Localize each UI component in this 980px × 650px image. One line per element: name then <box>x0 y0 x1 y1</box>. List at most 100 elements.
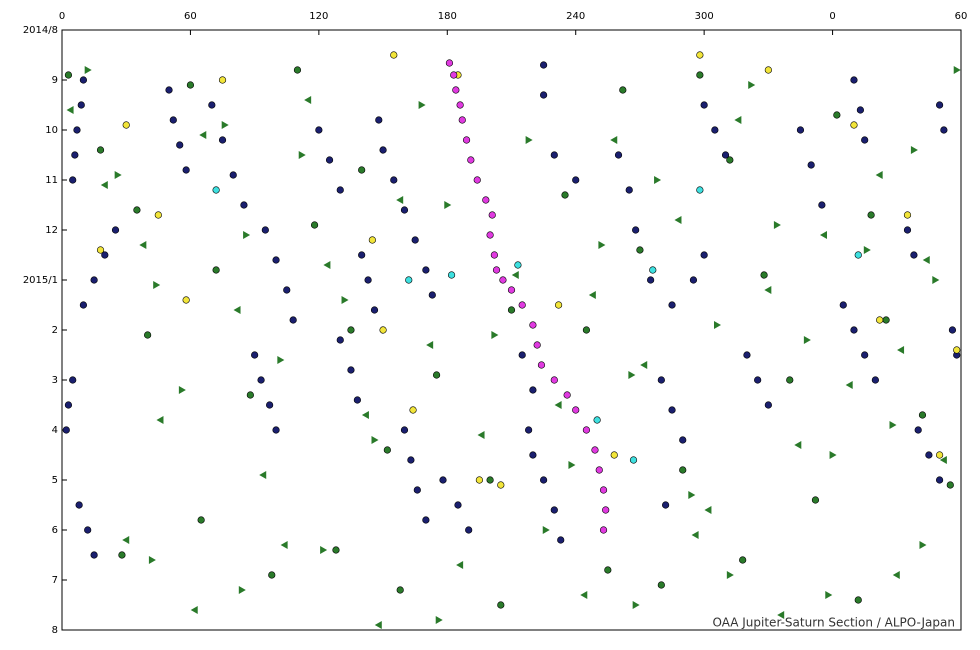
x-tick-label: 240 <box>566 11 585 22</box>
point <box>529 321 537 329</box>
point <box>62 426 70 434</box>
point <box>218 136 227 144</box>
point <box>75 501 83 509</box>
point <box>413 486 421 494</box>
point <box>229 171 237 179</box>
point <box>432 371 441 379</box>
point <box>153 281 161 289</box>
point <box>935 101 944 109</box>
point <box>257 376 265 384</box>
point <box>696 51 704 59</box>
point <box>935 451 944 459</box>
point <box>156 416 164 424</box>
point <box>139 241 147 249</box>
point <box>525 136 533 144</box>
point <box>422 266 430 274</box>
y-tick-label: 10 <box>45 125 58 136</box>
point <box>251 351 259 359</box>
point <box>64 401 73 409</box>
point <box>492 266 501 274</box>
point <box>118 551 126 559</box>
point <box>871 376 879 384</box>
point <box>953 66 961 74</box>
point <box>764 401 772 409</box>
point <box>668 301 676 309</box>
point <box>856 106 864 114</box>
point <box>632 601 640 609</box>
point <box>850 76 858 84</box>
point <box>240 201 248 209</box>
point <box>499 276 507 284</box>
point <box>572 176 580 184</box>
point <box>454 501 462 509</box>
point <box>390 51 398 59</box>
point <box>458 116 466 124</box>
point <box>554 401 562 409</box>
point <box>914 426 922 434</box>
point <box>568 461 576 469</box>
point <box>540 91 548 99</box>
point <box>507 286 516 294</box>
point <box>439 476 447 484</box>
point <box>554 301 563 309</box>
point <box>818 201 826 209</box>
point <box>892 571 900 579</box>
point <box>114 171 122 179</box>
point <box>903 226 912 234</box>
point <box>96 246 105 254</box>
point <box>657 581 665 589</box>
point <box>409 406 417 414</box>
point <box>182 296 190 304</box>
point <box>595 466 603 474</box>
point <box>557 536 565 544</box>
point <box>452 86 460 94</box>
point <box>488 211 496 219</box>
point <box>323 261 331 269</box>
point <box>829 451 837 459</box>
point <box>482 196 490 204</box>
point <box>133 206 141 214</box>
point <box>212 266 220 274</box>
point <box>932 276 940 284</box>
point <box>497 601 505 609</box>
point <box>657 376 665 384</box>
point <box>336 186 344 194</box>
x-tick-label: 300 <box>695 11 714 22</box>
point <box>246 391 254 399</box>
point <box>803 336 811 344</box>
point <box>760 271 768 279</box>
point <box>614 151 623 159</box>
point <box>90 276 98 284</box>
point <box>368 236 376 244</box>
point <box>518 301 526 309</box>
point <box>396 196 404 204</box>
point <box>845 381 853 389</box>
point <box>922 256 930 264</box>
point <box>743 351 751 359</box>
point <box>467 156 475 164</box>
point <box>280 541 288 549</box>
point <box>79 76 88 84</box>
point <box>903 211 912 219</box>
point <box>310 221 319 229</box>
point <box>261 226 269 234</box>
point <box>390 176 398 184</box>
point <box>148 556 156 564</box>
point <box>176 141 184 149</box>
y-tick-label: 9 <box>52 75 58 86</box>
point <box>144 331 152 339</box>
point <box>854 596 862 604</box>
point <box>221 121 229 129</box>
point <box>700 251 708 259</box>
point <box>599 486 608 494</box>
point <box>465 526 473 534</box>
point <box>100 181 108 189</box>
point <box>953 346 961 354</box>
point <box>212 186 220 194</box>
point <box>625 186 633 194</box>
point <box>199 131 207 139</box>
point <box>861 136 869 144</box>
point <box>332 546 340 554</box>
point <box>486 231 494 239</box>
